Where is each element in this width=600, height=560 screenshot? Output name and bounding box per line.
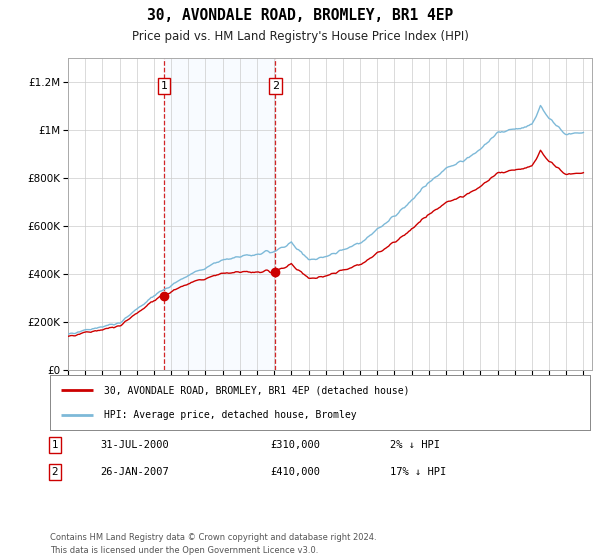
Text: 26-JAN-2007: 26-JAN-2007	[100, 467, 169, 477]
Text: 2% ↓ HPI: 2% ↓ HPI	[390, 440, 440, 450]
Text: 1: 1	[160, 81, 167, 91]
Text: 30, AVONDALE ROAD, BROMLEY, BR1 4EP: 30, AVONDALE ROAD, BROMLEY, BR1 4EP	[147, 8, 453, 23]
Text: £310,000: £310,000	[270, 440, 320, 450]
Text: 30, AVONDALE ROAD, BROMLEY, BR1 4EP (detached house): 30, AVONDALE ROAD, BROMLEY, BR1 4EP (det…	[104, 385, 409, 395]
Text: Contains HM Land Registry data © Crown copyright and database right 2024.: Contains HM Land Registry data © Crown c…	[50, 533, 377, 542]
Text: £410,000: £410,000	[270, 467, 320, 477]
Text: Price paid vs. HM Land Registry's House Price Index (HPI): Price paid vs. HM Land Registry's House …	[131, 30, 469, 43]
Text: 17% ↓ HPI: 17% ↓ HPI	[390, 467, 446, 477]
Text: 31-JUL-2000: 31-JUL-2000	[100, 440, 169, 450]
Text: 2: 2	[272, 81, 279, 91]
Bar	[164, 58, 275, 370]
Text: This data is licensed under the Open Government Licence v3.0.: This data is licensed under the Open Gov…	[50, 546, 319, 555]
Text: 2: 2	[52, 467, 58, 477]
Text: 1: 1	[52, 440, 58, 450]
Text: HPI: Average price, detached house, Bromley: HPI: Average price, detached house, Brom…	[104, 409, 356, 419]
